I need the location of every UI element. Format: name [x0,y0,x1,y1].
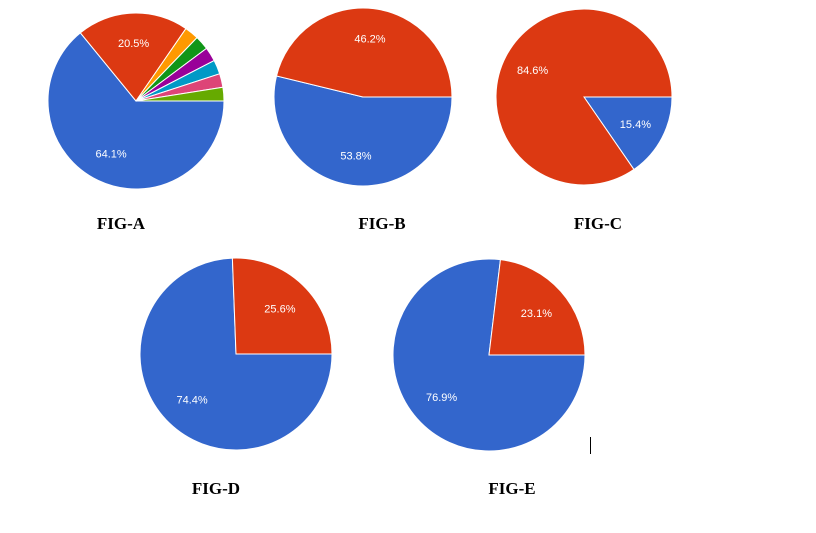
slice-value-label: 23.1% [521,308,552,320]
pie-slice [275,7,453,98]
pie-chart-fig-d: 74.4% 25.6% FIG-D [139,257,333,498]
pie-slice [79,12,187,102]
slice-value-label: 25.6% [264,303,295,315]
slice-value-label: 46.2% [354,34,385,46]
pie-slice [135,86,225,102]
pie-slice [231,257,333,355]
figure-caption: FIG-A [97,214,146,233]
slice-value-label: 76.9% [426,392,457,404]
pie-chart-fig-e: 76.9% 23.1% FIG-E [392,258,586,498]
pie-chart-fig-c: 15.4% 84.6% FIG-C [495,8,673,233]
pie-slice [488,259,586,356]
text-cursor [590,437,591,454]
slice-value-label: 74.4% [176,395,207,407]
pie-chart-fig-a: 64.1% 20.5% FIG-A [47,12,225,233]
slice-value-label: 84.6% [517,65,548,77]
figure-caption: FIG-C [574,214,622,233]
figure-caption: FIG-B [358,214,405,233]
pie-slice [139,257,333,451]
figure-caption: FIG-E [488,479,535,498]
slice-value-label: 15.4% [620,119,651,131]
pie-slice [495,8,673,186]
slice-value-label: 53.8% [340,150,371,162]
slice-value-label: 64.1% [95,149,126,161]
pie-slice [47,32,225,190]
pie-chart-fig-b: 53.8% 46.2% FIG-B [273,7,453,233]
pie-slice [583,96,673,171]
slice-value-label: 20.5% [118,38,149,50]
figure-caption: FIG-D [192,479,240,498]
pie-slice [273,75,453,187]
